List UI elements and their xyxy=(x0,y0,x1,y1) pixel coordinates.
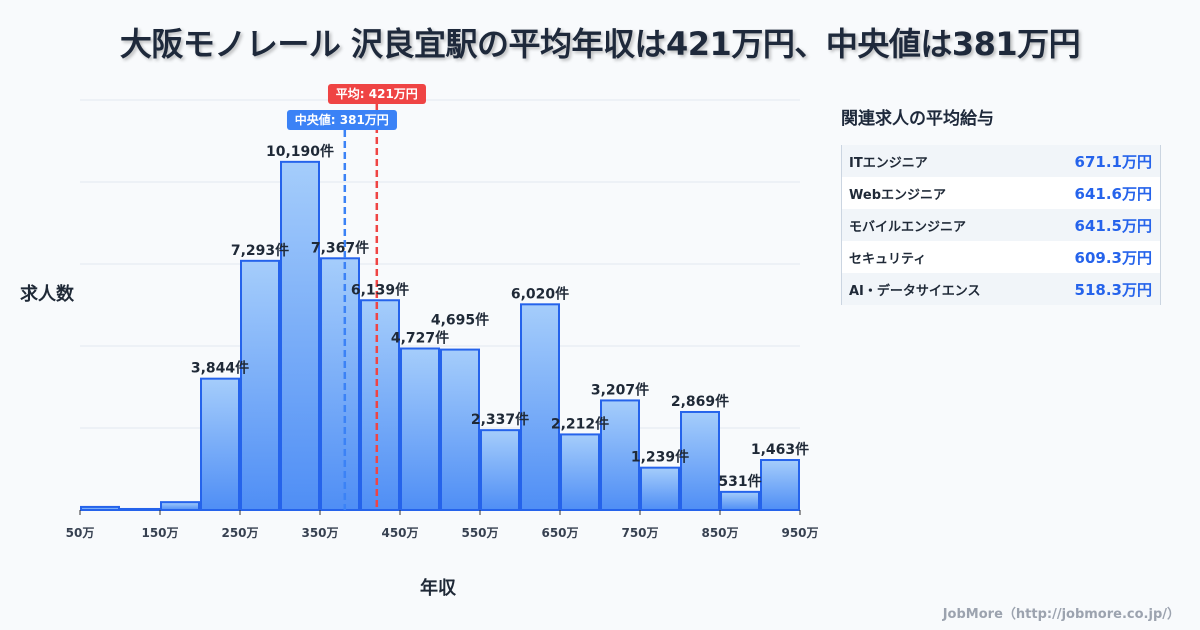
x-tick-label: 650万 xyxy=(541,526,578,540)
job-salary: 609.3万円 xyxy=(1074,248,1152,267)
x-tick-label: 250万 xyxy=(221,526,258,540)
bar xyxy=(640,466,680,512)
bar xyxy=(400,347,440,511)
job-salary: 518.3万円 xyxy=(1074,280,1152,299)
table-row: AI・データサイエンス 518.3万円 xyxy=(842,273,1160,305)
bar-value-label: 10,190件 xyxy=(266,143,334,160)
bar xyxy=(480,429,520,511)
bar xyxy=(160,501,200,511)
table-row: Webエンジニア 641.6万円 xyxy=(842,177,1160,209)
job-name: Webエンジニア xyxy=(849,187,946,203)
bar xyxy=(440,348,480,511)
job-salary: 641.6万円 xyxy=(1074,184,1152,203)
related-jobs-title: 関連求人の平均給与 xyxy=(841,109,994,129)
bar-value-label: 4,695件 xyxy=(431,311,489,328)
bar xyxy=(560,433,600,512)
page-title: 大阪モノレール 沢良宜駅の平均年収は421万円、中央値は381万円 xyxy=(119,25,1081,63)
x-tick-label: 150万 xyxy=(141,526,178,540)
bar xyxy=(680,410,720,511)
bar xyxy=(320,257,360,511)
x-tick-label: 550万 xyxy=(461,526,498,540)
bar xyxy=(520,303,560,512)
bar xyxy=(240,259,280,512)
bar-value-label: 2,337件 xyxy=(471,411,529,428)
bar-value-label: 531件 xyxy=(718,473,761,490)
job-name: モバイルエンジニア xyxy=(849,219,967,235)
bar xyxy=(760,459,800,511)
x-axis-label: 年収 xyxy=(420,578,456,599)
bar-value-label: 2,869件 xyxy=(671,393,729,410)
job-salary: 671.1万円 xyxy=(1074,152,1152,171)
histogram-chart: 50万 150万 250万 350万 450万 550万 650万 750万 850万 950万 3… xyxy=(66,99,819,540)
y-axis-label: 求人数 xyxy=(20,284,74,305)
bar xyxy=(80,505,120,511)
median-badge: 中央値: 381万円 xyxy=(286,110,397,130)
bar-value-label: 7,367件 xyxy=(311,239,369,256)
x-tick-label: 950万 xyxy=(781,526,818,540)
job-name: セキュリティ xyxy=(849,251,927,267)
job-salary: 641.5万円 xyxy=(1074,216,1152,235)
bar-value-label: 1,463件 xyxy=(751,441,809,458)
x-tick-label: 450万 xyxy=(381,526,418,540)
bar-value-label: 6,139件 xyxy=(351,281,409,298)
job-name: ITエンジニア xyxy=(849,155,928,171)
bar-value-label: 2,212件 xyxy=(551,415,609,432)
bar-value-label: 6,020件 xyxy=(511,285,569,302)
x-tick-label: 750万 xyxy=(621,526,658,540)
bar xyxy=(280,160,320,511)
bar xyxy=(200,377,240,511)
bar xyxy=(720,490,760,512)
table-row: セキュリティ 609.3万円 xyxy=(842,241,1160,273)
table-row: ITエンジニア 671.1万円 xyxy=(842,145,1160,177)
bar-value-label: 4,727件 xyxy=(391,329,449,346)
table-row: モバイルエンジニア 641.5万円 xyxy=(842,209,1160,241)
x-tick-label: 850万 xyxy=(701,526,738,540)
bar-value-label: 1,239件 xyxy=(631,449,689,466)
related-jobs-table: ITエンジニア 671.1万円 Webエンジニア 641.6万円 モバイルエンジニア… xyxy=(841,145,1161,305)
bar xyxy=(120,507,160,512)
bar xyxy=(360,299,400,511)
bar-value-label: 3,207件 xyxy=(591,381,649,398)
bar-value-label: 3,844件 xyxy=(191,360,249,377)
mean-badge: 平均: 421万円 xyxy=(327,84,426,104)
bar xyxy=(600,399,640,511)
x-tick-label: 350万 xyxy=(301,526,338,540)
job-name: AI・データサイエンス xyxy=(849,283,981,299)
footer-credit: JobMore（http://jobmore.co.jp/） xyxy=(942,607,1180,622)
bar-value-label: 7,293件 xyxy=(231,242,289,259)
x-tick-label: 50万 xyxy=(66,526,95,540)
